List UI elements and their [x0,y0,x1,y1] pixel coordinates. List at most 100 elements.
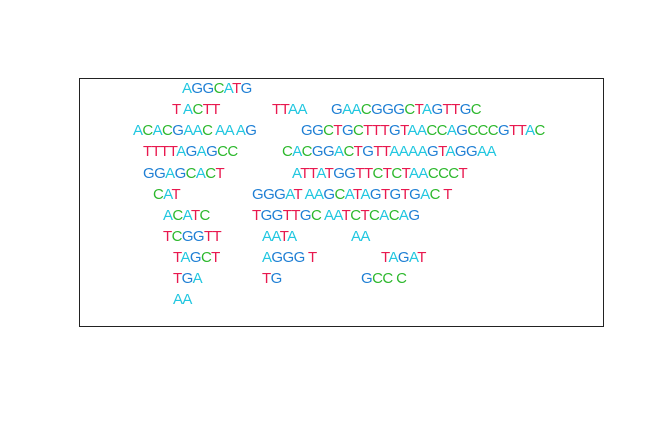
nucleotide-letter: T [360,207,370,224]
nucleotide-letter: G [369,186,382,203]
nucleotide-letter: C [282,143,293,160]
nucleotide-letter: G [341,122,354,139]
nucleotide-letter: A [196,143,207,160]
nucleotide-letter: C [467,122,478,139]
nucleotide-letter: G [301,122,313,139]
nucleotide-letter: A [163,207,173,224]
nucleotide-letter: T [203,228,213,245]
nucleotide-letter: T [293,186,303,203]
nucleotide-letter: A [223,80,233,97]
nucleotide-letter: G [271,249,283,266]
nucleotide-letter: A [407,122,418,139]
nucleotide-letter: A [409,165,419,182]
nucleotide-letter: G [185,143,198,160]
nucleotide-letter: A [288,101,298,118]
nucleotide-letter: T [211,249,220,266]
nucleotide-letter: A [446,122,457,139]
nucleotide-letter: A [182,291,192,308]
nucleotide-letter: C [404,101,415,118]
nucleotide-letter: T [272,101,281,118]
nucleotide-letter: T [211,101,220,118]
nucleotide-letter: A [334,143,344,160]
nucleotide-letter: C [205,165,216,182]
nucleotide-letter: G [409,186,421,203]
nucleotide-letter: G [189,249,202,266]
nucleotide-letter: G [397,249,410,266]
nucleotide-letter: G [382,101,394,118]
nucleotide-letter: T [212,228,222,245]
nucleotide-letter: T [163,228,172,245]
nucleotide-letter: A [292,165,301,182]
nucleotide-letter: G [263,186,275,203]
nucleotide-letter: A [297,101,307,118]
nucleotide-letter: C [310,207,322,224]
nucleotide-letter: A [398,207,409,224]
nucleotide-letter: A [360,186,370,203]
nucleotide-letter: T [381,143,390,160]
nucleotide-letter: T [400,122,408,139]
nucleotide-letter: T [353,186,361,203]
nucleotide-letter: T [300,165,309,182]
nucleotide-letter: A [180,249,190,266]
nucleotide-letter: C [172,207,183,224]
nucleotide-letter: T [308,165,317,182]
nucleotide-letter: C [301,143,313,160]
nucleotide-letter: T [282,207,292,224]
nucleotide-letter: C [142,122,153,139]
nucleotide-letter: G [323,186,335,203]
nucleotide-letter: T [355,165,364,182]
nucleotide-letter: C [426,122,437,139]
sequence-fragment: GAACGGGCTAGTTGC [331,101,482,118]
nucleotide-letter: C [199,207,211,224]
nucleotide-letter: G [260,207,273,224]
nucleotide-letter: A [192,270,203,287]
sequence-fragment: CAT [153,186,181,203]
sequence-fragment: TAGAT [381,250,426,265]
nucleotide-letter: T [380,122,390,139]
nucleotide-letter: G [245,122,257,139]
nucleotide-letter: T [353,143,363,160]
nucleotide-letter: A [408,249,418,266]
sequence-fragment: AA [173,292,192,307]
nucleotide-letter: A [133,122,143,139]
nucleotide-letter: A [313,186,324,203]
nucleotide-letter: A [360,228,370,245]
nucleotide-letter: A [333,207,342,224]
nucleotide-letter: T [279,228,288,245]
sequence-fragment: ATTATGGTTCTCTAACCCT [292,165,468,182]
sequence-fragment: TAGCT [173,250,220,265]
nucleotide-letter: A [215,122,225,139]
nucleotide-letter: T [442,101,452,118]
nucleotide-letter: T [172,101,181,118]
nucleotide-letter: G [270,270,283,287]
nucleotide-letter: T [280,101,289,118]
nucleotide-letter: G [333,165,345,182]
nucleotide-letter: T [414,101,423,118]
nucleotide-letter: A [351,228,361,245]
nucleotide-letter: G [322,143,335,160]
nucleotide-letter: A [420,186,430,203]
sequence-fragment: GGAGCACT [143,165,225,182]
nucleotide-letter: G [361,270,373,287]
nucleotide-letter: G [459,101,472,118]
nucleotide-letter: A [163,186,172,203]
nucleotide-letter: T [417,249,426,266]
nucleotide-letter: A [176,143,186,160]
nucleotide-letter: G [454,143,467,160]
sequence-fragment: CACGGACTGTTAAAAGTAGGAA [282,143,497,160]
nucleotide-letter: T [333,122,342,139]
sequence-fragment: GGCTGCTTTGTAACCAGCCCGTTAC [301,123,545,138]
nucleotide-letter: G [362,143,374,160]
nucleotide-letter: C [388,207,400,224]
nucleotide-letter: C [343,143,354,160]
sequence-fragment: AGGCATG [182,81,252,96]
nucleotide-letter: G [154,165,166,182]
nucleotide-letter: A [486,143,496,160]
nucleotide-letter: C [372,165,384,182]
nucleotide-letter: C [323,122,334,139]
nucleotide-letter: T [151,143,161,160]
nucleotide-letter: C [350,207,361,224]
nucleotide-letter: G [143,165,155,182]
nucleotide-letter: G [271,207,284,224]
nucleotide-letter: A [182,207,192,224]
